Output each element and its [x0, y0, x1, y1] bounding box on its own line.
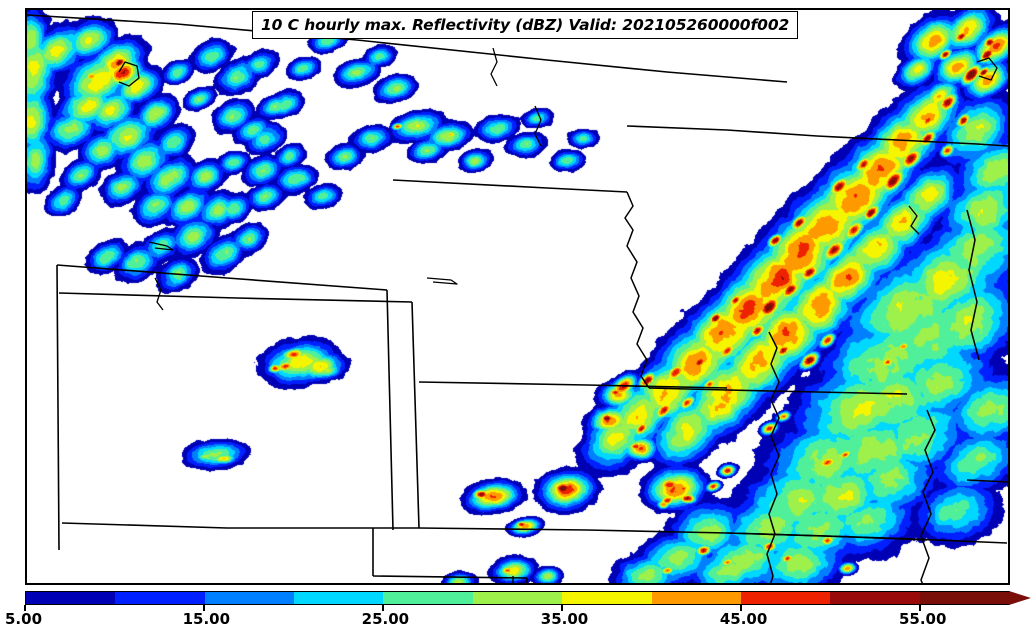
state-border	[61, 522, 419, 529]
colorbar-band-50-55	[830, 592, 920, 604]
colorbar-band-40-45	[651, 592, 741, 604]
colorbar-band-10-15	[115, 592, 205, 604]
state-border	[27, 14, 788, 83]
colorbar-band-5-10	[26, 592, 116, 604]
state-border	[766, 331, 780, 583]
state-border	[966, 479, 1008, 483]
colorbar-tick-25	[382, 605, 385, 611]
state-border	[118, 61, 140, 87]
state-border	[908, 205, 920, 235]
state-border	[966, 209, 980, 361]
colorbar-band-55-60	[919, 592, 1009, 604]
state-border	[148, 241, 174, 251]
colorbar-tick-55	[919, 605, 922, 611]
state-border	[56, 264, 60, 551]
colorbar: 5.00 15.00 25.00 35.00 45.00 55.00	[0, 588, 1033, 633]
state-border	[418, 527, 728, 534]
state-border	[411, 301, 420, 529]
colorbar-label-55: 55.00	[898, 610, 947, 628]
state-border	[648, 387, 908, 395]
colorbar-tick-15	[203, 605, 206, 611]
colorbar-label-35: 35.00	[540, 610, 589, 628]
colorbar-tick-labels: 5.00 15.00 25.00 35.00 45.00 55.00	[0, 610, 1033, 632]
colorbar-ticks	[0, 605, 1033, 611]
state-border	[386, 289, 394, 531]
state-border	[56, 264, 388, 291]
colorbar-band-30-35	[472, 592, 563, 604]
map-plot-area	[25, 8, 1010, 585]
colorbar-band-45-50	[740, 592, 831, 604]
state-border	[976, 57, 998, 81]
colorbar-label-15: 15.00	[182, 610, 231, 628]
colorbar-band-35-40	[562, 592, 652, 604]
state-border	[154, 277, 164, 311]
colorbar-tick-5	[24, 605, 26, 611]
colorbar-label-25: 25.00	[361, 610, 410, 628]
state-border	[626, 125, 818, 137]
state-border	[392, 179, 628, 193]
state-border	[920, 409, 936, 583]
state-border	[418, 381, 728, 389]
colorbar-band-25-30	[383, 592, 473, 604]
state-border	[490, 47, 498, 87]
state-border	[426, 277, 458, 285]
state-border	[726, 532, 928, 541]
colorbar-label-5: 5.00	[5, 610, 43, 628]
page-title: 10 C hourly max. Reflectivity (dBZ) Vali…	[261, 16, 790, 34]
colorbar-tick-45	[740, 605, 743, 611]
colorbar-gradient	[25, 591, 1010, 605]
colorbar-band-15-20	[204, 592, 295, 604]
plot-title-box: 10 C hourly max. Reflectivity (dBZ) Vali…	[252, 11, 799, 39]
geographic-boundaries	[27, 14, 1008, 583]
colorbar-tick-35	[561, 605, 564, 611]
state-border	[58, 292, 413, 303]
colorbar-band-20-25	[294, 592, 384, 604]
colorbar-extend-arrow	[1009, 591, 1031, 605]
colorbar-label-45: 45.00	[719, 610, 768, 628]
state-border	[816, 135, 1008, 147]
state-border	[534, 105, 542, 147]
state-border	[372, 575, 528, 579]
state-border	[624, 191, 650, 389]
